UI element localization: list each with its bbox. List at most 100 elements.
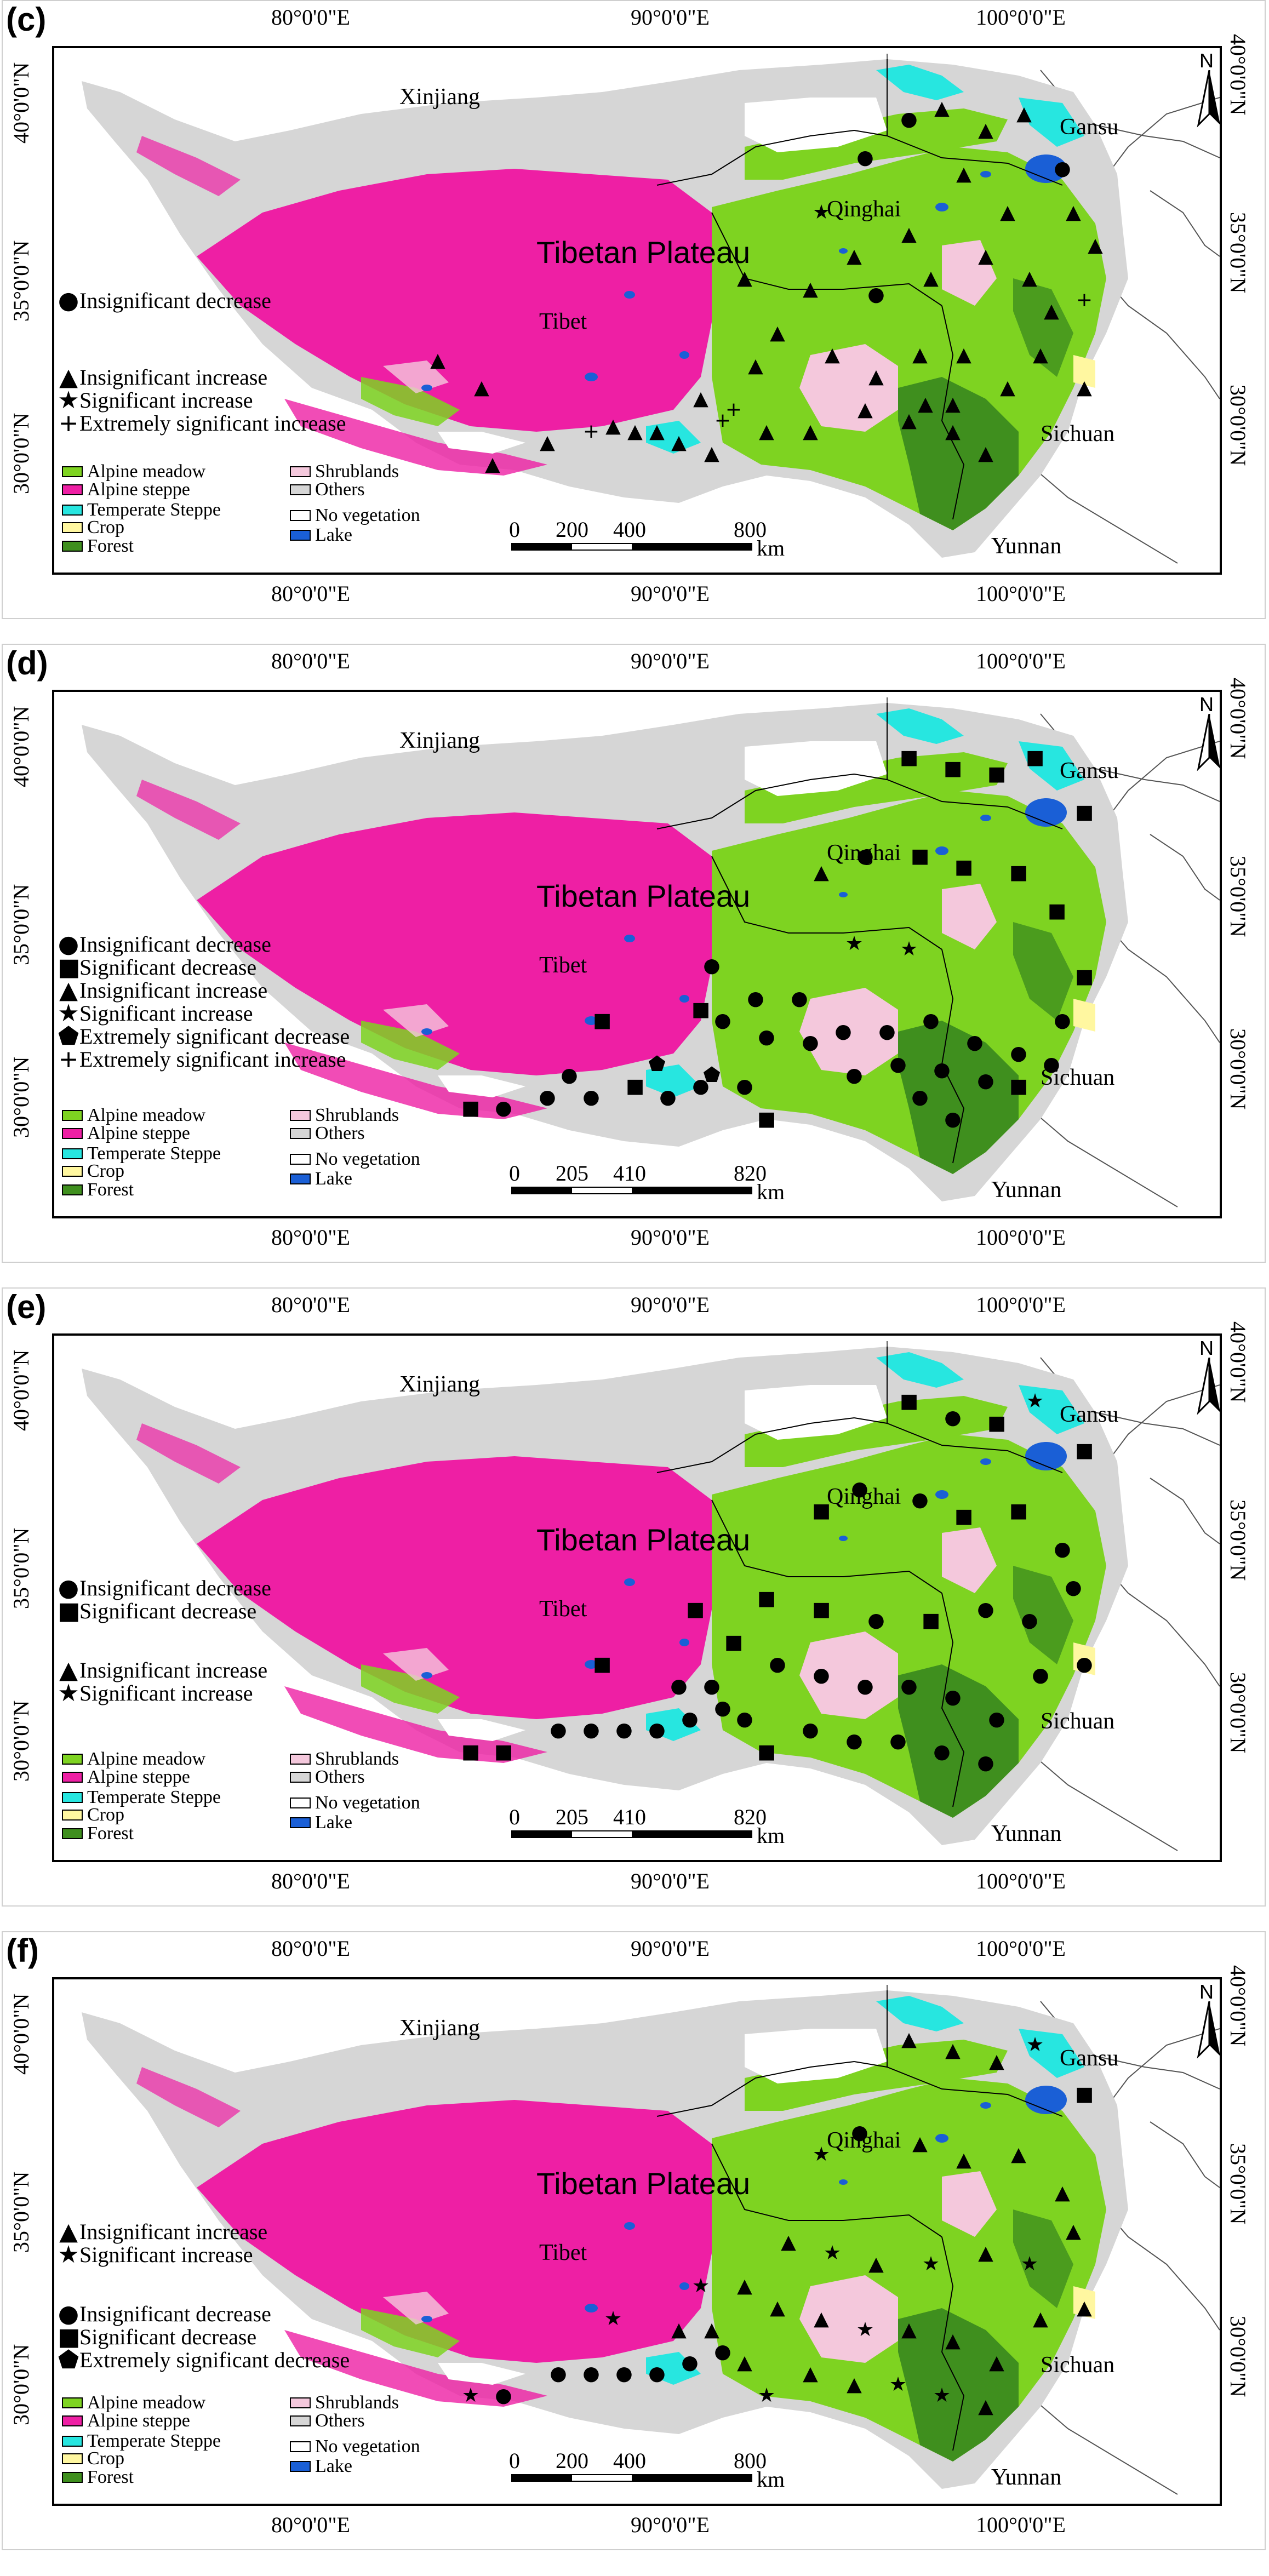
lat-tick-right: 30°0'0"N bbox=[1226, 1028, 1250, 1110]
region-label-tibet: Tibet bbox=[539, 2240, 587, 2265]
legend-label: Forest bbox=[87, 2467, 134, 2487]
swatch-temperate-steppe bbox=[62, 1148, 83, 1159]
scale-tick: 410 bbox=[613, 1161, 646, 1186]
station-marker: ● bbox=[1032, 1664, 1049, 1686]
scale-tick: 800 bbox=[734, 2448, 767, 2473]
station-marker: ▲ bbox=[945, 393, 961, 415]
station-marker: ▲ bbox=[945, 2329, 961, 2352]
station-marker: ● bbox=[615, 1719, 633, 1741]
station-marker: ● bbox=[802, 1719, 819, 1741]
station-marker: ▲ bbox=[1000, 201, 1015, 224]
station-marker: ▲ bbox=[474, 376, 489, 399]
station-marker: ● bbox=[582, 2362, 600, 2385]
station-marker: ★ bbox=[900, 938, 918, 960]
trend-legend-label: Significant decrease bbox=[79, 2325, 257, 2349]
station-marker: ● bbox=[1054, 1009, 1071, 1032]
scale-tick: 0 bbox=[509, 517, 520, 542]
legend-label: Lake bbox=[315, 1169, 352, 1189]
lat-tick-left: 40°0'0"N bbox=[9, 1993, 33, 2075]
station-marker: ● bbox=[692, 1075, 710, 1097]
lon-tick-bottom: 90°0'0"E bbox=[631, 2512, 710, 2537]
swatch-crop bbox=[62, 522, 83, 533]
station-marker: ▲ bbox=[781, 2231, 796, 2253]
legend-lake: Lake bbox=[290, 2457, 352, 2476]
station-marker: ● bbox=[851, 1478, 868, 1500]
trend-legend-label: Significant increase bbox=[79, 2242, 253, 2267]
lon-tick-bottom: 90°0'0"E bbox=[631, 1225, 710, 1250]
station-marker: ★ bbox=[604, 2308, 622, 2330]
station-marker: ▲ bbox=[759, 420, 774, 443]
north-label: N bbox=[1199, 1337, 1214, 1359]
station-marker: ● bbox=[670, 1675, 688, 1697]
station-marker: ▲ bbox=[1088, 234, 1103, 256]
trend-symbol-icon: ■ bbox=[58, 1597, 81, 1625]
trend-legend-item: + Extremely significant increase bbox=[58, 411, 346, 436]
station-marker: ▲ bbox=[901, 409, 917, 432]
swatch-alpine-meadow bbox=[62, 1754, 83, 1765]
legend-shrublands: Shrublands bbox=[290, 2394, 399, 2412]
station-marker: ● bbox=[703, 1675, 721, 1697]
region-label-sichuan: Sichuan bbox=[1041, 1065, 1115, 1090]
station-marker: ★ bbox=[461, 2384, 480, 2407]
station-marker: ▲ bbox=[956, 344, 971, 366]
station-marker: ● bbox=[933, 1741, 951, 1763]
legend-forest: Forest bbox=[62, 2468, 134, 2487]
station-marker: ● bbox=[714, 1009, 731, 1032]
station-marker: ■ bbox=[811, 1499, 831, 1522]
scale-tick: 205 bbox=[556, 1805, 588, 1829]
north-label: N bbox=[1199, 693, 1214, 715]
region-label-gansu: Gansu bbox=[1060, 1402, 1119, 1427]
vegetation-map bbox=[82, 697, 1220, 1207]
map-frame: Xinjiang Qinghai Tibetan Plateau Tibet G… bbox=[52, 690, 1222, 1218]
region-label-qinghai: Qinghai bbox=[827, 840, 901, 866]
lon-tick-bottom: 90°0'0"E bbox=[631, 1869, 710, 1893]
station-marker: ● bbox=[582, 1719, 600, 1741]
region-label-sichuan: Sichuan bbox=[1041, 1709, 1115, 1734]
lat-tick-right: 40°0'0"N bbox=[1226, 1965, 1250, 2047]
station-marker: ● bbox=[495, 2384, 512, 2407]
trend-symbol-icon: ⬟ bbox=[58, 2346, 79, 2374]
station-marker: ■ bbox=[592, 1653, 612, 1675]
station-marker: ● bbox=[834, 1020, 852, 1043]
station-marker: ● bbox=[736, 1708, 753, 1730]
scale-bar-graphic bbox=[511, 2474, 752, 2482]
lon-tick-bottom: 100°0'0"E bbox=[976, 2512, 1066, 2537]
station-marker: ▲ bbox=[1033, 2308, 1048, 2330]
trend-symbol-icon: ⬟ bbox=[58, 1022, 79, 1050]
legend-shrublands: Shrublands bbox=[290, 1750, 399, 1768]
lon-tick-bottom: 100°0'0"E bbox=[976, 1225, 1066, 1250]
lon-tick-top: 80°0'0"E bbox=[271, 1936, 350, 1961]
station-marker: ● bbox=[922, 1009, 940, 1032]
trend-legend-item: ★ Significant increase bbox=[58, 388, 253, 413]
swatch-forest bbox=[62, 1184, 83, 1195]
station-marker: ● bbox=[944, 1108, 962, 1130]
station-marker: ■ bbox=[811, 1598, 831, 1621]
station-marker: ▲ bbox=[1016, 102, 1032, 125]
legend-label: Lake bbox=[315, 2456, 352, 2476]
station-marker: ▲ bbox=[1000, 376, 1015, 399]
trend-legend-item: + Extremely significant increase bbox=[58, 1047, 346, 1072]
scale-unit: km bbox=[757, 2467, 785, 2492]
station-marker: ★ bbox=[889, 2373, 907, 2396]
station-marker: ■ bbox=[921, 1609, 941, 1632]
legend-label: No vegetation bbox=[315, 505, 420, 525]
region-label-yunnan: Yunnan bbox=[991, 2465, 1062, 2490]
station-marker: ● bbox=[966, 1031, 984, 1054]
scale-bar: 0 200 400 800 km bbox=[509, 517, 794, 566]
lon-tick-bottom: 90°0'0"E bbox=[631, 581, 710, 606]
station-marker: ● bbox=[977, 1598, 994, 1621]
legend-label: No vegetation bbox=[315, 2436, 420, 2457]
station-marker: ■ bbox=[899, 1390, 919, 1412]
region-label-gansu: Gansu bbox=[1060, 115, 1119, 140]
station-marker: ▲ bbox=[923, 267, 939, 289]
legend-crop: Crop bbox=[62, 518, 124, 537]
station-marker: ● bbox=[495, 1097, 512, 1119]
trend-legend-label: Extremely significant decrease bbox=[79, 1024, 350, 1049]
region-label-plateau: Tibetan Plateau bbox=[536, 879, 751, 913]
trend-symbol-icon: ● bbox=[58, 930, 79, 958]
station-marker: ▲ bbox=[868, 365, 884, 388]
station-marker: ▲ bbox=[671, 431, 687, 454]
station-marker: ■ bbox=[1047, 900, 1067, 922]
station-marker: ● bbox=[791, 987, 808, 1010]
legend-alpine-meadow: Alpine meadow bbox=[62, 1106, 205, 1125]
